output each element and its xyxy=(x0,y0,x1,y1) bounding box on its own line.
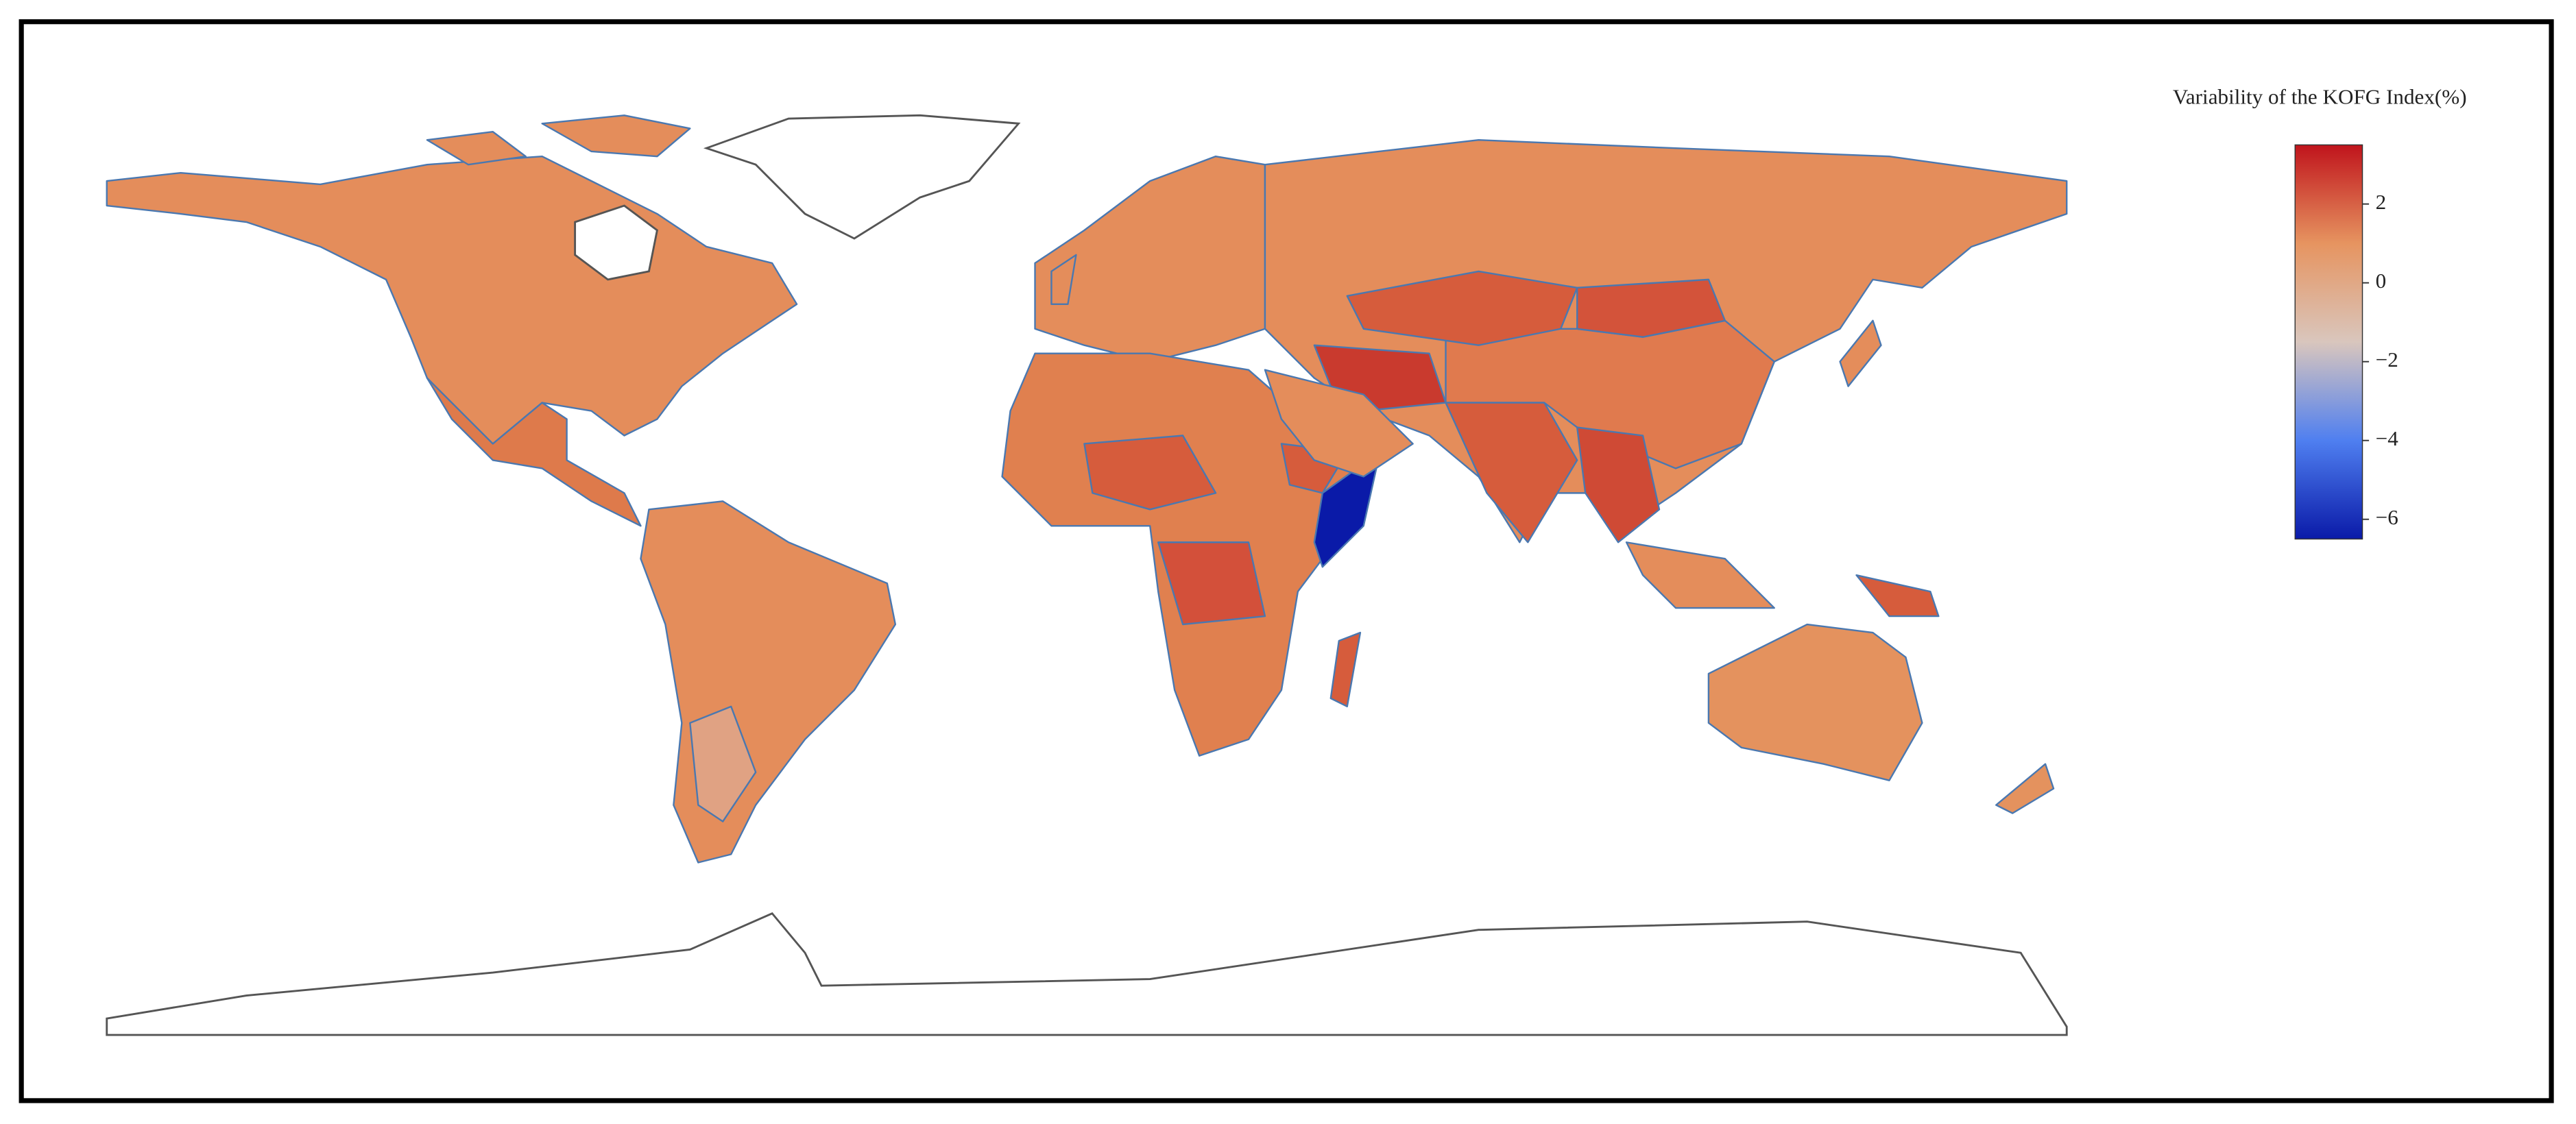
colorbar xyxy=(2294,144,2363,540)
country xyxy=(1157,541,1266,626)
landmass-outline xyxy=(703,114,1021,240)
country xyxy=(1576,426,1661,543)
country xyxy=(1576,278,1726,338)
colorbar-tick-label: −6 xyxy=(2376,505,2398,529)
colorbar-tick-label: −4 xyxy=(2376,426,2399,450)
landmass-outline xyxy=(106,912,2068,1036)
colorbar-tick-label: −2 xyxy=(2376,347,2398,371)
country xyxy=(689,705,757,822)
landmass-outline xyxy=(574,204,659,281)
colorbar-title: Variability of the KOFG Index(%) xyxy=(2173,84,2467,108)
country xyxy=(1050,254,1077,306)
country xyxy=(1346,270,1578,346)
country xyxy=(1264,369,1414,478)
colorbar-tick-label: 0 xyxy=(2376,269,2387,293)
country xyxy=(426,131,527,166)
country xyxy=(1625,541,1775,609)
country xyxy=(541,114,691,158)
country xyxy=(1445,402,1578,543)
colorbar-tick-label: 2 xyxy=(2376,190,2387,214)
country xyxy=(1839,319,1882,387)
country xyxy=(1995,763,2055,814)
world-map xyxy=(106,114,2068,1036)
country xyxy=(1329,631,1362,708)
country xyxy=(1083,435,1217,511)
country xyxy=(426,377,642,527)
country xyxy=(1855,574,1940,618)
country xyxy=(1707,623,1923,781)
